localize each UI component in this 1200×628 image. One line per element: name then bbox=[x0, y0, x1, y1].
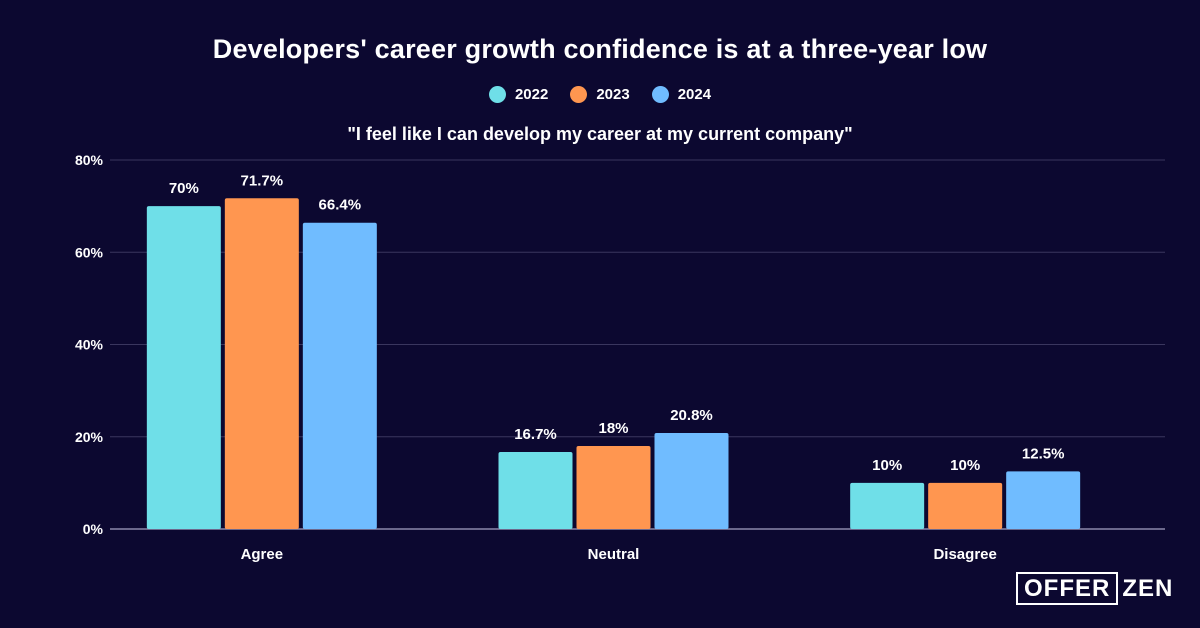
bar-agree-2024 bbox=[302, 222, 377, 530]
data-label-disagree-2024: 12.5% bbox=[1022, 445, 1065, 462]
logo-rest-text: ZEN bbox=[1122, 574, 1174, 602]
data-label-neutral-2023: 18% bbox=[598, 420, 628, 437]
logo-boxed-text: OFFER bbox=[1016, 572, 1119, 605]
bar-agree-2023 bbox=[224, 198, 299, 529]
chart-title: Developers' career growth confidence is … bbox=[212, 34, 988, 64]
data-label-agree-2024: 66.4% bbox=[319, 197, 362, 214]
legend-swatch-2022 bbox=[488, 86, 506, 103]
y-tick-label: 40% bbox=[75, 337, 104, 353]
legend-item-2022: 2022 bbox=[488, 86, 549, 103]
x-tick-label-neutral: Neutral bbox=[588, 546, 640, 563]
y-tick-label: 60% bbox=[75, 244, 104, 260]
x-tick-label-disagree: Disagree bbox=[933, 546, 996, 563]
legend-item-2023: 2023 bbox=[570, 86, 630, 103]
legend-label-2023: 2023 bbox=[596, 86, 630, 103]
legend-swatch-2023 bbox=[570, 86, 588, 103]
legend-swatch-2024 bbox=[651, 86, 669, 103]
data-label-disagree-2022: 10% bbox=[872, 457, 902, 474]
legend-label-2024: 2024 bbox=[677, 86, 712, 103]
legend-label-2022: 2022 bbox=[514, 86, 549, 103]
bar-neutral-2023 bbox=[576, 445, 651, 529]
bar-disagree-2022 bbox=[850, 482, 925, 529]
y-tick-label: 0% bbox=[83, 521, 104, 537]
data-label-neutral-2024: 20.8% bbox=[670, 407, 713, 424]
data-label-disagree-2023: 10% bbox=[950, 457, 980, 474]
data-label-neutral-2022: 16.7% bbox=[514, 426, 557, 443]
bar-neutral-2024 bbox=[654, 433, 729, 529]
bar-neutral-2022 bbox=[498, 451, 573, 529]
bar-disagree-2024 bbox=[1006, 471, 1081, 529]
x-tick-label-agree: Agree bbox=[241, 546, 284, 563]
bar-disagree-2023 bbox=[928, 482, 1003, 529]
chart-subtitle: "I feel like I can develop my career at … bbox=[347, 124, 853, 144]
y-tick-label: 80% bbox=[75, 152, 104, 168]
bar-agree-2022 bbox=[146, 206, 221, 529]
legend-item-2024: 2024 bbox=[651, 86, 712, 103]
data-label-agree-2023: 71.7% bbox=[241, 172, 284, 189]
y-tick-label: 20% bbox=[75, 429, 104, 445]
offerzen-logo: OFFER ZEN bbox=[1016, 572, 1173, 605]
data-label-agree-2022: 70% bbox=[169, 180, 199, 197]
legend: 2022 2023 2024 bbox=[0, 86, 1200, 103]
